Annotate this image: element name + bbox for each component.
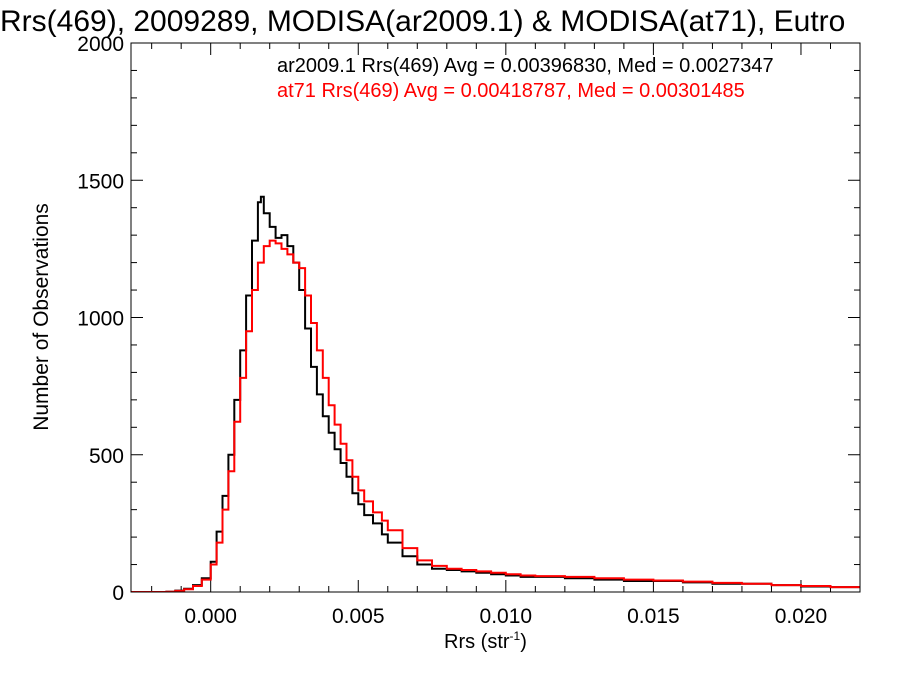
plot-frame <box>130 42 861 593</box>
x-tick-label: 0.000 <box>184 605 237 628</box>
legend-entry-at71: at71 Rrs(469) Avg = 0.00418787, Med = 0.… <box>277 80 745 102</box>
chart-title: Rrs(469), 2009289, MODISA(ar2009.1) & MO… <box>0 5 845 38</box>
y-tick-label: 1500 <box>77 170 124 193</box>
x-tick-label: 0.020 <box>775 605 828 628</box>
legend: ar2009.1 Rrs(469) Avg = 0.00396830, Med … <box>277 55 774 102</box>
plot-area <box>131 195 860 592</box>
x-tick-label: 0.010 <box>480 605 533 628</box>
x-tick-label: 0.005 <box>332 605 385 628</box>
y-axis-label: Number of Observations <box>30 203 53 431</box>
y-tick-label: 0 <box>112 582 124 605</box>
x-axis-label-superscript: -1 <box>510 629 521 643</box>
series-line-at71 <box>131 239 860 592</box>
legend-entry-ar2009: ar2009.1 Rrs(469) Avg = 0.00396830, Med … <box>277 55 774 77</box>
y-tick-label: 2000 <box>77 33 124 56</box>
y-tick-label: 500 <box>89 445 124 468</box>
y-tick-label: 1000 <box>77 308 124 331</box>
x-axis: 0.000 0.005 0.010 0.015 0.020 <box>151 43 861 628</box>
y-axis: 0 500 1000 1500 2000 <box>77 33 860 605</box>
x-axis-label: Rrs (str-1) <box>444 629 527 653</box>
x-tick-label: 0.015 <box>627 605 680 628</box>
